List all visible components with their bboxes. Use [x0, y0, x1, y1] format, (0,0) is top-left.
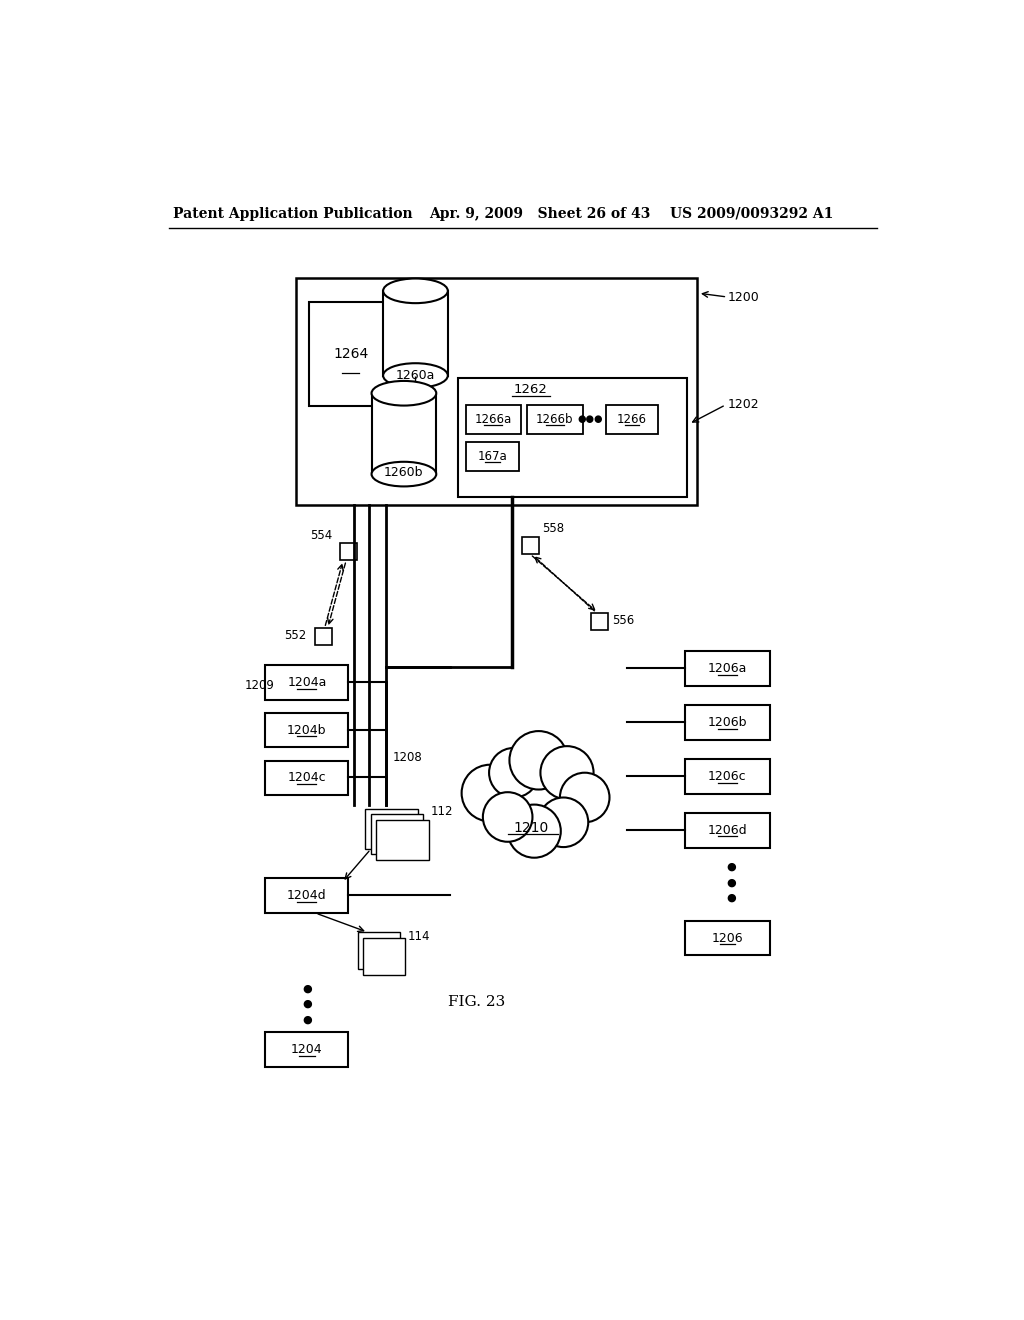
Bar: [685, 921, 770, 956]
Text: 1202: 1202: [727, 399, 759, 412]
Text: 114: 114: [408, 929, 430, 942]
Bar: [685, 705, 770, 739]
Bar: [265, 760, 348, 795]
Text: ●: ●: [303, 999, 312, 1008]
Text: 1204b: 1204b: [287, 723, 327, 737]
Text: FIG. 23: FIG. 23: [449, 994, 506, 1008]
Bar: [357, 932, 400, 969]
Bar: [605, 405, 658, 434]
Text: 1206c: 1206c: [708, 770, 746, 783]
Bar: [371, 814, 423, 854]
Circle shape: [462, 764, 518, 821]
Bar: [685, 651, 770, 686]
Circle shape: [509, 731, 568, 789]
Text: 1208: 1208: [392, 751, 422, 764]
Bar: [458, 378, 687, 498]
Circle shape: [541, 746, 594, 800]
Ellipse shape: [372, 381, 436, 405]
Text: 1204a: 1204a: [287, 676, 327, 689]
Text: 556: 556: [611, 614, 634, 627]
Text: 558: 558: [543, 521, 564, 535]
Text: 1262: 1262: [514, 383, 548, 396]
Bar: [383, 290, 447, 376]
Bar: [372, 393, 436, 474]
Text: 1204d: 1204d: [287, 890, 327, 902]
Ellipse shape: [372, 462, 436, 487]
Bar: [265, 713, 348, 747]
Text: Patent Application Publication: Patent Application Publication: [173, 207, 413, 220]
Bar: [591, 612, 608, 630]
Text: 1266: 1266: [616, 413, 647, 426]
Bar: [364, 937, 406, 974]
Bar: [265, 665, 348, 700]
Bar: [466, 405, 521, 434]
Text: 1206b: 1206b: [708, 715, 748, 729]
Bar: [296, 277, 696, 506]
Text: Apr. 9, 2009   Sheet 26 of 43: Apr. 9, 2009 Sheet 26 of 43: [429, 207, 650, 220]
Bar: [340, 544, 357, 561]
Text: 554: 554: [310, 529, 332, 543]
Ellipse shape: [383, 279, 447, 304]
Text: ●: ●: [726, 878, 736, 887]
Text: ●: ●: [303, 983, 312, 994]
Text: 112: 112: [431, 805, 454, 818]
Circle shape: [508, 805, 561, 858]
Text: 1204: 1204: [291, 1043, 323, 1056]
Bar: [309, 302, 392, 407]
Text: US 2009/0093292 A1: US 2009/0093292 A1: [670, 207, 833, 220]
Text: ●●●: ●●●: [578, 414, 603, 425]
Text: 552: 552: [285, 630, 307, 643]
Text: 1200: 1200: [727, 290, 759, 304]
Text: 1260b: 1260b: [384, 466, 424, 479]
Bar: [315, 628, 333, 645]
Text: 1206a: 1206a: [708, 663, 746, 675]
Bar: [685, 813, 770, 847]
Circle shape: [489, 748, 539, 797]
Circle shape: [483, 792, 532, 842]
Text: 1204c: 1204c: [288, 771, 327, 784]
Bar: [521, 537, 539, 554]
Bar: [685, 759, 770, 793]
Text: 1206: 1206: [712, 932, 743, 945]
Bar: [376, 820, 429, 859]
Bar: [265, 878, 348, 913]
Bar: [527, 405, 583, 434]
Text: 1209: 1209: [245, 680, 274, 693]
Text: 1206d: 1206d: [708, 824, 748, 837]
Text: 167a: 167a: [477, 450, 507, 463]
Bar: [265, 1032, 348, 1067]
Bar: [466, 442, 519, 471]
Text: 1266b: 1266b: [537, 413, 573, 426]
Text: 1266a: 1266a: [474, 413, 512, 426]
Ellipse shape: [383, 363, 447, 388]
Bar: [366, 809, 418, 849]
Text: 1260a: 1260a: [395, 370, 435, 381]
Circle shape: [539, 797, 588, 847]
Text: ●: ●: [303, 1014, 312, 1024]
Text: 1210: 1210: [513, 821, 549, 836]
Text: ●: ●: [726, 892, 736, 903]
Circle shape: [560, 772, 609, 822]
Text: 1264: 1264: [333, 347, 369, 362]
Text: ●: ●: [726, 862, 736, 871]
